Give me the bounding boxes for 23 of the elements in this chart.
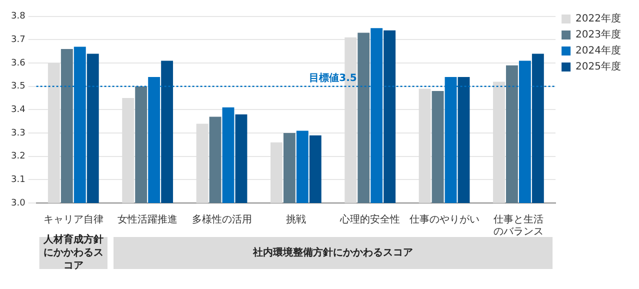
y-tick-label: 3.2 — [10, 152, 26, 162]
ref-line-label: 目標値3.5 — [309, 72, 357, 84]
x-tick-label: 女性活躍推進 — [118, 214, 178, 226]
y-tick-label: 3.1 — [10, 175, 26, 186]
y-tick-label: 3.6 — [10, 58, 26, 68]
y-tick-label: 3.3 — [10, 128, 26, 138]
legend-label: 2025年度 — [576, 60, 622, 73]
legend-label: 2024年度 — [576, 44, 622, 57]
legend-label: 2023年度 — [576, 28, 622, 41]
x-tick-label: 心理的安全性 — [339, 214, 400, 226]
x-tick-label: 挑戦 — [286, 214, 306, 226]
y-tick-label: 3.5 — [10, 82, 26, 92]
y-tick-label: 3.4 — [10, 105, 26, 116]
y-tick-label: 3.7 — [10, 35, 26, 46]
y-tick-label: 3.8 — [10, 12, 26, 22]
x-tick-label: キャリア自律 — [43, 214, 104, 226]
legend-label: 2022年度 — [576, 12, 622, 25]
x-tick-label: 仕事のやりがい — [409, 214, 480, 226]
x-tick-label: 仕事と生活のバランス — [493, 214, 544, 238]
text: 人材育成方針にかかわるスコア — [42, 234, 104, 272]
x-tick-label: 多様性の活用 — [192, 214, 252, 226]
y-tick-label: 3.0 — [10, 198, 26, 208]
text: 社内環境整備方針にかかわるスコア — [252, 246, 414, 259]
